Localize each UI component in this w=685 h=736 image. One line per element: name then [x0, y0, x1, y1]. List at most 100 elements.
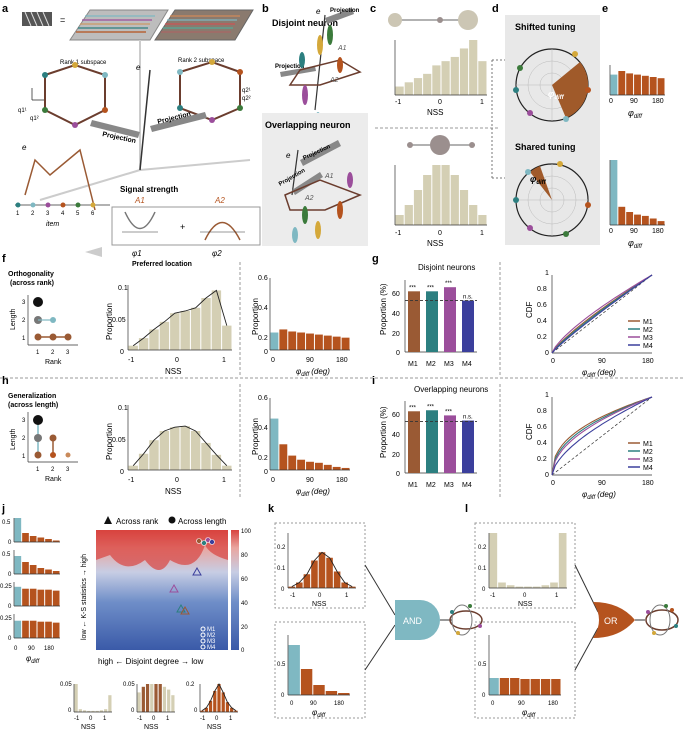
- f-nss-fit-curve: [132, 289, 228, 347]
- i-bars-sig: ***: [445, 409, 453, 415]
- e-hist1-bar: [657, 78, 665, 95]
- e-hist2-bar: [626, 212, 634, 225]
- f-xtick2-1: 0: [271, 357, 275, 364]
- j-small-bar: [14, 518, 22, 542]
- j-small-bar: [29, 536, 37, 542]
- i-legend-m3: M3: [643, 457, 653, 464]
- f-xlabel2: φdiff (deg): [296, 367, 330, 378]
- orthogonality-subtitle: (across rank): [10, 280, 54, 287]
- i-cdf-tick-3: 0.6: [537, 424, 547, 431]
- nss-histogram-overlapping: [394, 165, 487, 226]
- h-len-tick-1: 1: [22, 454, 26, 460]
- l-xlabel2: φdiff: [522, 708, 537, 719]
- h-ytick2-3: 0.4: [258, 425, 268, 432]
- f-len-tick-1: 1: [22, 336, 26, 342]
- g-bars-bar-M2: [426, 291, 438, 352]
- g-ytick-4: 60: [392, 291, 400, 298]
- i-cdf-diagonal: [551, 396, 653, 476]
- f-nss-histogram: [127, 285, 232, 351]
- g-bars-sig: ***: [427, 285, 435, 291]
- j-hy-1a: 0.5: [2, 552, 11, 558]
- c-hist1-bar: [478, 61, 487, 95]
- j-bottom-bar: [137, 692, 141, 712]
- i-bars-sig: n.s.: [463, 415, 473, 421]
- j-hy-1b: 0: [8, 572, 12, 578]
- j-small-bar: [14, 556, 22, 574]
- j-bottom-bar: [78, 709, 82, 712]
- k-nss-bar: [296, 582, 303, 588]
- and-gate-icon: [395, 600, 440, 640]
- e-xlabel-1: φdiff: [628, 108, 643, 120]
- cbar-0: 0: [241, 648, 245, 654]
- h-phi-bar: [270, 418, 279, 470]
- h-phi-bar: [323, 464, 332, 470]
- c-hist2-bar: [395, 215, 404, 225]
- panel-label-h: h: [2, 375, 9, 387]
- panel-label-e: e: [602, 3, 608, 15]
- c-hist1-bar: [413, 78, 423, 95]
- rank1-hexagon: [44, 63, 106, 127]
- c-xlabel-2: NSS: [427, 239, 443, 248]
- h-ylabel2: Proportion: [251, 418, 260, 455]
- g-cdf-tick-2: 0.4: [537, 318, 547, 325]
- k-phi-bar: [338, 693, 350, 695]
- f-ytick-2: 0.05: [112, 317, 126, 324]
- g-cdf-curve-M4: [551, 274, 653, 354]
- g-title: Disjoint neurons: [418, 263, 475, 272]
- l-xlabel: NSS: [518, 601, 533, 608]
- c-hist2-bar: [478, 215, 487, 225]
- i-title: Overlapping neurons: [414, 385, 488, 394]
- h-nss-bar: [128, 465, 138, 470]
- j-bottom-bar: [162, 686, 167, 712]
- j-small-bar: [29, 620, 37, 638]
- h-nss-fit-curve: [132, 425, 228, 467]
- j-bottom-bar: [171, 695, 175, 712]
- ei-label-b2: e: [286, 151, 291, 160]
- h-ylabel: Proportion: [105, 423, 114, 460]
- j-bottom-bar: [230, 707, 234, 712]
- j-bottom-bar: [108, 695, 112, 712]
- panel-label-c: c: [370, 3, 376, 15]
- j-bottom-bar: [158, 684, 162, 712]
- j-hy-3a: 0.25: [0, 616, 12, 622]
- e-xlabel-2: φdiff: [628, 238, 643, 250]
- j-small-bar: [37, 537, 45, 542]
- g-cdf-tick-1: 0.2: [537, 334, 547, 341]
- l-nss-bar: [541, 585, 550, 588]
- legend-across-length: Across length: [178, 517, 226, 526]
- g-bars-sig: n.s.: [463, 295, 473, 301]
- j-by-2b: 0: [194, 708, 198, 714]
- q-label-2: q1²: [30, 116, 39, 122]
- i-cdf-curve-M3: [551, 396, 653, 476]
- a2-label-b2: A2: [304, 195, 314, 202]
- l-xtick2-3: 180: [548, 701, 559, 707]
- heat-legend-m4: M4: [207, 645, 216, 651]
- f-ylabel2: Proportion: [251, 298, 260, 335]
- i-legend-m2: M2: [643, 449, 653, 456]
- h-phi-bar: [306, 461, 314, 470]
- panel-l: 0 0.1 0.2 -1 0 1 NSS 0 0.5 0 90 180 φdif…: [474, 522, 679, 719]
- h-xlabel2: φdiff (deg): [296, 487, 330, 498]
- l-nss-bar: [550, 582, 558, 588]
- c-tick-2: 0: [438, 99, 442, 106]
- l-nss-bar: [558, 533, 567, 588]
- h-phi-bar: [279, 444, 288, 470]
- j-bottom-bar: [213, 691, 217, 712]
- h-rank-tick-1: 1: [36, 467, 40, 473]
- l-nss-bar: [515, 586, 524, 588]
- cbar-40: 40: [241, 601, 248, 607]
- f-phi-bar: [279, 329, 288, 350]
- f-phi-bar: [332, 336, 341, 350]
- k-xtick2-1: 0: [290, 701, 294, 707]
- h-length-label: Length: [10, 428, 17, 450]
- j-bottom-bar: [225, 702, 230, 712]
- h-ytick-2: 0.05: [112, 437, 126, 444]
- ei-label-b1: e: [316, 7, 321, 16]
- k-nss-bar: [348, 586, 356, 588]
- i-cdf-tick-0: 0: [545, 472, 549, 479]
- j-b1-t3: 1: [166, 716, 170, 722]
- ei-vector: [139, 69, 151, 171]
- preferred-location-label: Preferred location: [132, 261, 192, 268]
- e-hist1-bar: [618, 71, 626, 95]
- h-xtick2-3: 180: [336, 477, 348, 484]
